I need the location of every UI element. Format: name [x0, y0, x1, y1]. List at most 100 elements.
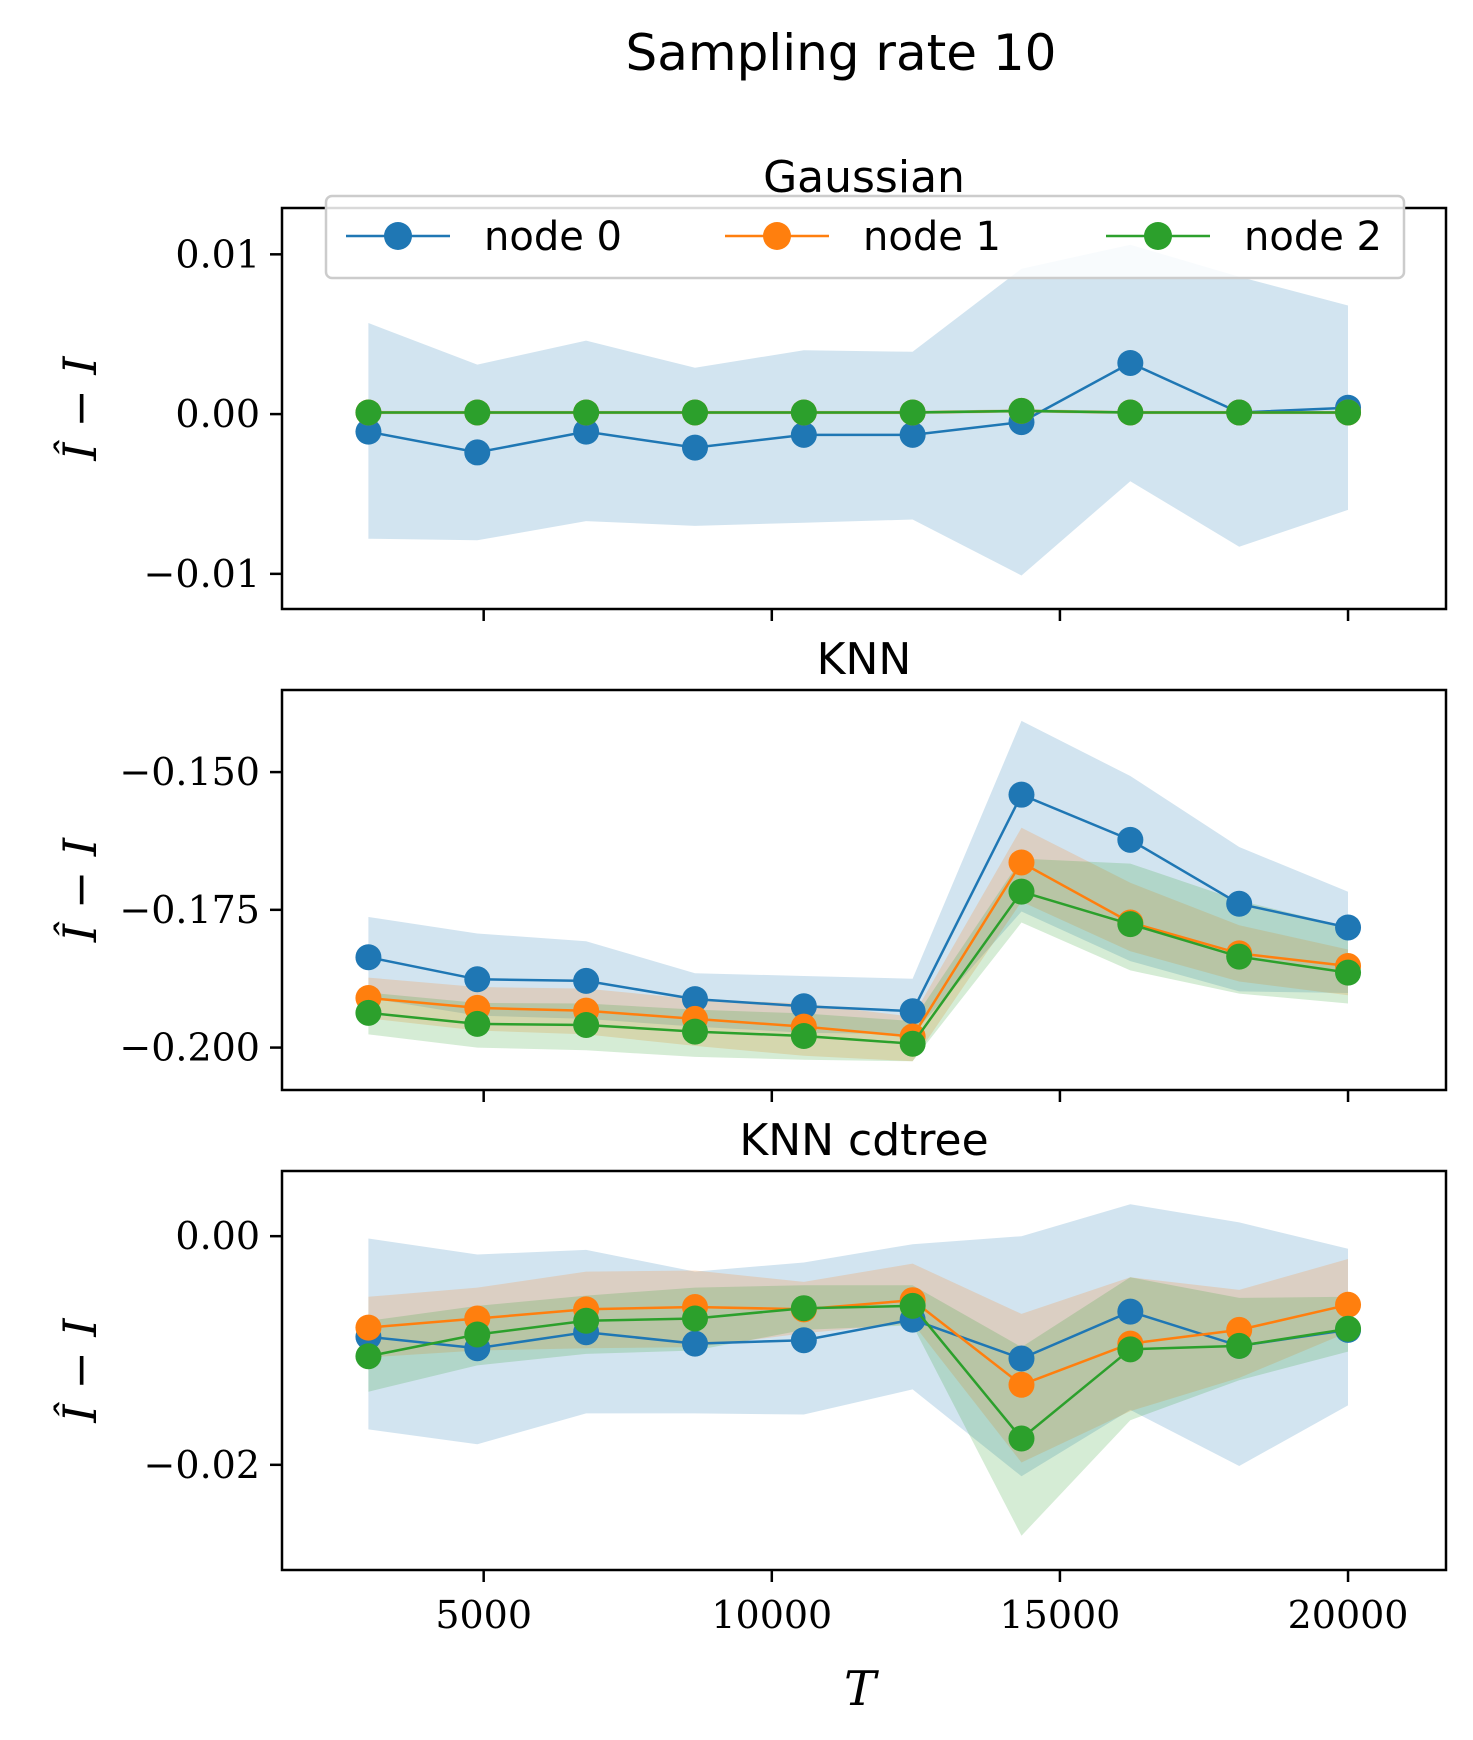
y-axis-label: Î − I — [52, 837, 107, 943]
legend-marker-node-2 — [1144, 222, 1172, 250]
panel-3: KNN cdtree Î − I 0.00 −0.02 5000 10000 15000 20… — [52, 1115, 1448, 1637]
y-tick-label: 0.01 — [175, 232, 260, 276]
band-node-0 — [368, 244, 1348, 576]
series-line-node-0 — [368, 793, 1349, 1013]
data-point-node-0 — [790, 1327, 817, 1354]
panel-title: KNN — [817, 634, 912, 685]
band-node-1 — [368, 827, 1348, 1062]
y-tick-label: 0.00 — [175, 1214, 260, 1258]
data-point-node-0 — [681, 1330, 708, 1357]
series-line-node-0 — [368, 1310, 1349, 1360]
legend-label-node-1: node 1 — [863, 214, 1001, 260]
series-line-node-2 — [368, 409, 1348, 414]
data-point-node-2 — [681, 399, 708, 426]
data-point-node-0 — [464, 966, 491, 993]
x-tick-label: 10000 — [711, 1593, 832, 1637]
panel-title: Gaussian — [763, 152, 965, 203]
legend: node 0 node 1 node 2 — [324, 194, 1406, 280]
panel-1: Gaussian Î − I 0.01 0.00 −0.01 — [52, 152, 1448, 621]
data-point-node-2 — [1008, 397, 1035, 424]
data-point-node-2 — [355, 1343, 382, 1370]
x-axis-label: T — [844, 1661, 879, 1717]
data-point-node-2 — [464, 1010, 491, 1037]
data-point-node-2 — [1335, 959, 1362, 986]
series-line-node-1 — [368, 1298, 1349, 1387]
data-point-node-2 — [1226, 943, 1253, 970]
data-point-node-1 — [1008, 1371, 1035, 1398]
data-point-node-2 — [464, 1321, 491, 1348]
data-point-node-1 — [1008, 849, 1035, 876]
data-point-node-2 — [1117, 911, 1144, 938]
data-point-node-0 — [464, 439, 491, 466]
band-node-0 — [368, 720, 1348, 1035]
data-point-node-1 — [1335, 1291, 1362, 1318]
data-point-node-2 — [573, 1307, 600, 1334]
data-point-node-0 — [899, 421, 926, 448]
data-point-node-0 — [1117, 1298, 1144, 1325]
data-point-node-2 — [790, 1295, 817, 1322]
data-point-node-2 — [1008, 878, 1035, 905]
data-point-node-0 — [573, 418, 600, 445]
data-point-node-2 — [355, 999, 382, 1026]
data-point-node-2 — [681, 1018, 708, 1045]
y-tick-label: −0.200 — [119, 1026, 260, 1070]
panel-title: KNN cdtree — [739, 1115, 988, 1166]
panel-2: KNN Î − I −0.150 −0.175 −0.200 — [52, 634, 1448, 1102]
data-point-node-2 — [1335, 399, 1362, 426]
x-tick-label: 15000 — [999, 1593, 1120, 1637]
legend-marker-node-0 — [384, 222, 412, 250]
data-point-node-2 — [1008, 1425, 1035, 1452]
data-point-node-0 — [355, 944, 382, 971]
y-tick-label: −0.01 — [144, 552, 260, 596]
y-axis-label: Î − I — [52, 356, 107, 462]
data-point-node-2 — [355, 399, 382, 426]
legend-label-node-2: node 2 — [1244, 214, 1382, 260]
data-point-node-2 — [681, 1305, 708, 1332]
legend-frame — [324, 194, 1406, 280]
series-line-node-2 — [368, 1304, 1349, 1441]
data-point-node-0 — [1335, 914, 1362, 941]
data-point-node-0 — [1008, 781, 1035, 808]
data-point-node-0 — [573, 967, 600, 994]
data-point-node-0 — [1117, 349, 1144, 376]
x-tick-label: 20000 — [1288, 1593, 1409, 1637]
y-axis-label: Î − I — [52, 1318, 107, 1424]
data-point-node-0 — [1008, 1345, 1035, 1372]
data-point-node-2 — [899, 399, 926, 426]
data-point-node-2 — [1117, 1336, 1144, 1363]
data-point-node-0 — [681, 434, 708, 461]
figure-title: Sampling rate 10 — [625, 24, 1056, 82]
axes-frame — [280, 1169, 1448, 1572]
data-point-node-2 — [790, 1023, 817, 1050]
data-point-node-0 — [790, 421, 817, 448]
legend-label-node-0: node 0 — [484, 214, 622, 260]
band-node-0 — [368, 1204, 1348, 1477]
y-tick-label: −0.150 — [119, 750, 260, 794]
data-point-node-2 — [573, 399, 600, 426]
data-point-node-2 — [1226, 399, 1253, 426]
data-point-node-2 — [573, 1011, 600, 1038]
band-node-2 — [368, 1277, 1348, 1536]
data-point-node-0 — [1117, 826, 1144, 853]
data-point-node-1 — [355, 1314, 382, 1341]
data-point-node-2 — [1335, 1315, 1362, 1342]
data-point-node-2 — [899, 1292, 926, 1319]
data-point-node-2 — [899, 1030, 926, 1057]
data-point-node-2 — [464, 399, 491, 426]
panels: Gaussian Î − I 0.01 0.00 −0.01 KNN Î − I −0.150… — [52, 152, 1448, 1637]
data-point-node-0 — [1226, 890, 1253, 917]
series-line-node-2 — [368, 890, 1349, 1045]
x-tick-label: 5000 — [435, 1593, 532, 1637]
series-line-node-1 — [368, 860, 1349, 1038]
y-tick-label: 0.00 — [175, 392, 260, 436]
data-point-node-2 — [1226, 1332, 1253, 1359]
y-tick-label: −0.02 — [144, 1443, 260, 1487]
legend-marker-node-1 — [763, 222, 791, 250]
data-point-node-0 — [355, 418, 382, 445]
data-point-node-2 — [1117, 399, 1144, 426]
data-point-node-0 — [899, 998, 926, 1025]
axes-frame — [280, 688, 1448, 1092]
y-tick-label: −0.175 — [119, 888, 260, 932]
data-point-node-2 — [790, 399, 817, 426]
